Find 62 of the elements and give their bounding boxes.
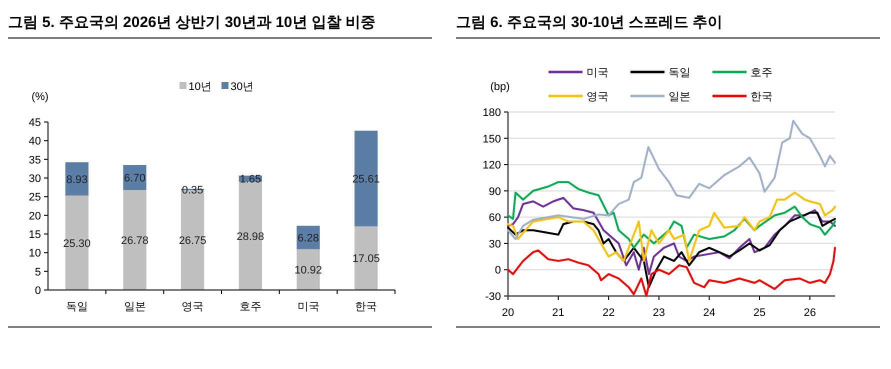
legend-label: 독일 [668, 67, 690, 79]
bar [65, 196, 88, 290]
x-tick-label: 영국 [182, 301, 204, 313]
y-tick-label: 180 [482, 107, 501, 119]
y-tick-label: 15 [28, 229, 41, 241]
y-axis-title: (bp) [490, 81, 510, 93]
y-tick-label: -30 [485, 291, 501, 303]
data-label: 8.93 [66, 174, 88, 186]
x-tick-label: 26 [804, 307, 816, 319]
x-tick-label: 미국 [297, 301, 320, 313]
line-series [507, 192, 836, 262]
x-tick-label: 일본 [124, 301, 146, 313]
x-tick-label: 21 [552, 307, 564, 319]
x-tick-label: 호주 [239, 301, 262, 313]
legend-label: 영국 [586, 91, 608, 103]
legend-label: 한국 [750, 91, 772, 103]
legend-label: 10년 [188, 81, 212, 93]
legend-label: 30년 [230, 81, 254, 93]
data-label: 6.70 [124, 172, 146, 185]
y-tick-label: 0 [494, 264, 501, 277]
y-tick-label: 30 [28, 173, 41, 185]
y-tick-label: 5 [34, 266, 41, 278]
data-label: 26.75 [178, 235, 206, 248]
y-tick-label: 0 [34, 285, 41, 297]
y-tick-label: 120 [482, 160, 501, 172]
y-tick-label: 20 [28, 210, 41, 222]
legend-label: 호주 [750, 67, 772, 79]
y-axis-title: (%) [31, 91, 49, 103]
y-tick-label: 10 [28, 248, 41, 260]
y-tick-label: 90 [488, 186, 501, 198]
y-tick-label: 30 [488, 238, 501, 250]
legend-label: 일본 [668, 91, 690, 103]
y-tick-label: 35 [28, 154, 41, 166]
chart-title: 그림 6. 주요국의 30-10년 스프레드 추이 [456, 14, 723, 31]
x-tick-label: 23 [652, 307, 666, 319]
line-series [507, 196, 836, 276]
y-tick-label: 60 [488, 212, 501, 224]
x-tick-label: 25 [753, 307, 766, 319]
y-tick-label: 45 [28, 117, 41, 129]
y-tick-label: 25 [28, 192, 41, 204]
data-label: 17.05 [352, 253, 380, 266]
data-label: 25.30 [63, 238, 91, 250]
x-tick-label: 20 [502, 307, 514, 319]
x-tick-label: 독일 [66, 301, 88, 313]
x-tick-label: 22 [602, 307, 615, 319]
data-label: 28.98 [236, 230, 264, 243]
bar [354, 226, 378, 290]
x-tick-label: 한국 [355, 301, 378, 313]
line-series [507, 120, 836, 240]
legend-label: 미국 [586, 67, 608, 79]
line-series [507, 181, 836, 249]
chart-title: 그림 5. 주요국의 2026년 상반기 30년과 10년 입찰 비중 [8, 14, 376, 31]
y-tick-label: 150 [482, 133, 501, 146]
bar [296, 249, 320, 290]
data-label: 6.28 [298, 232, 319, 245]
bar [238, 182, 262, 290]
data-label: 26.78 [120, 235, 149, 248]
x-tick-label: 24 [703, 307, 716, 319]
data-label: 10.92 [294, 264, 322, 277]
bar [123, 190, 146, 290]
y-tick-label: 40 [28, 136, 41, 148]
bar [354, 130, 378, 226]
